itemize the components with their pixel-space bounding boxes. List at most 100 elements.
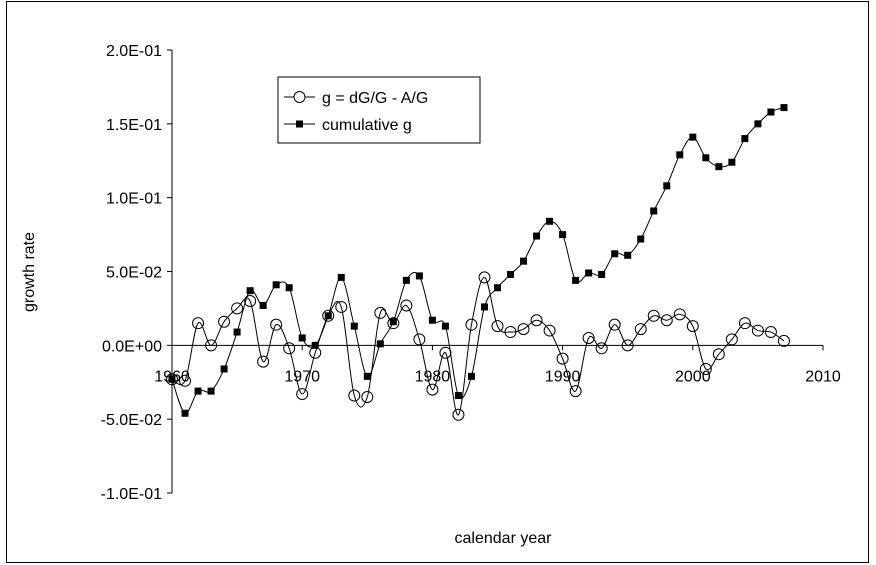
data-point (179, 374, 192, 387)
data-point (311, 341, 319, 349)
data-point (387, 317, 400, 330)
data-point (270, 318, 283, 331)
legend-label-g: g = dG/G - A/G (322, 90, 428, 107)
data-point (454, 392, 462, 400)
data-point (556, 352, 569, 365)
axes: -1.0E-01 -5.0E-02 0.0E+00 5.0E-02 1.0E-01 1.5… (101, 43, 841, 503)
data-point (689, 133, 697, 141)
data-point (335, 300, 348, 313)
data-point (702, 154, 710, 162)
data-point (699, 362, 712, 375)
data-point (322, 309, 335, 322)
data-point (582, 331, 595, 344)
data-point (350, 322, 358, 330)
data-point (166, 373, 178, 386)
data-point (611, 250, 619, 258)
series-line (171, 276, 785, 416)
series-layer (166, 104, 790, 421)
data-point (363, 372, 371, 380)
data-point (361, 391, 374, 404)
data-point (467, 372, 475, 380)
y-tick-label: -1.0E-01 (101, 486, 162, 503)
data-point (728, 158, 736, 166)
data-point (624, 251, 632, 259)
y-axis-title: growth rate (21, 232, 38, 312)
data-point (298, 334, 306, 342)
data-point (494, 284, 501, 292)
data-point (764, 326, 777, 339)
x-tick-label: 1980 (415, 368, 451, 385)
data-point (585, 269, 593, 277)
y-tick-label: 1.0E-01 (106, 191, 162, 208)
data-point (285, 284, 293, 292)
data-point (231, 302, 244, 315)
x-tick-label: 1990 (545, 368, 581, 385)
data-point (754, 120, 762, 128)
data-point (686, 320, 699, 333)
data-point (572, 276, 580, 284)
y-tick-label: 0.0E+00 (102, 338, 162, 355)
data-point (194, 387, 202, 395)
data-point (712, 348, 725, 361)
data-point (725, 333, 738, 346)
data-point (673, 308, 686, 321)
data-point (389, 318, 397, 326)
data-point (168, 375, 176, 383)
data-point (244, 295, 257, 308)
data-point (595, 342, 608, 355)
data-point (480, 303, 488, 311)
y-axis-label: growth rate (21, 232, 38, 312)
data-point (337, 273, 345, 281)
data-point (220, 365, 228, 373)
data-point (415, 272, 423, 280)
data-point (741, 135, 749, 143)
data-point (218, 315, 231, 328)
y-tick-label: 2.0E-01 (106, 43, 162, 60)
data-point (272, 281, 280, 289)
x-tick-label: 2000 (675, 368, 711, 385)
series-g (166, 271, 790, 421)
data-point (283, 342, 296, 355)
data-point (428, 316, 436, 324)
data-point (715, 163, 723, 171)
data-point (374, 306, 387, 319)
data-point (400, 299, 413, 312)
data-point (413, 333, 426, 346)
data-point (663, 182, 671, 190)
data-point (647, 309, 660, 322)
data-point (296, 388, 309, 401)
data-point (569, 385, 582, 398)
data-point (533, 232, 541, 240)
y-tick-label: -5.0E-02 (101, 412, 162, 429)
y-tick-label: 5.0E-02 (106, 265, 162, 282)
legend-label-cumulative: cumulative g (322, 117, 412, 134)
data-point (738, 317, 751, 330)
data-point (507, 270, 515, 278)
data-point (650, 207, 658, 215)
data-point (598, 270, 606, 278)
data-point (207, 387, 215, 395)
data-point (246, 287, 254, 295)
data-point (608, 318, 621, 331)
x-axis-label: calendar year (455, 530, 553, 547)
data-point (504, 326, 517, 339)
data-point (376, 340, 384, 348)
data-point (543, 324, 556, 337)
data-point (478, 271, 491, 284)
data-point (751, 324, 764, 337)
data-point (637, 235, 645, 243)
data-point (780, 104, 788, 112)
data-point (259, 301, 267, 309)
data-point (441, 322, 449, 330)
data-point (660, 314, 673, 327)
data-point (530, 314, 543, 327)
data-point (324, 312, 332, 320)
legend-marker-g (293, 91, 306, 103)
legend: g = dG/G - A/G cumulative g (277, 76, 481, 144)
data-point (517, 323, 530, 336)
series-cumulative-g (168, 104, 788, 417)
y-tick-label: 1.5E-01 (106, 117, 162, 134)
data-point (634, 323, 647, 336)
